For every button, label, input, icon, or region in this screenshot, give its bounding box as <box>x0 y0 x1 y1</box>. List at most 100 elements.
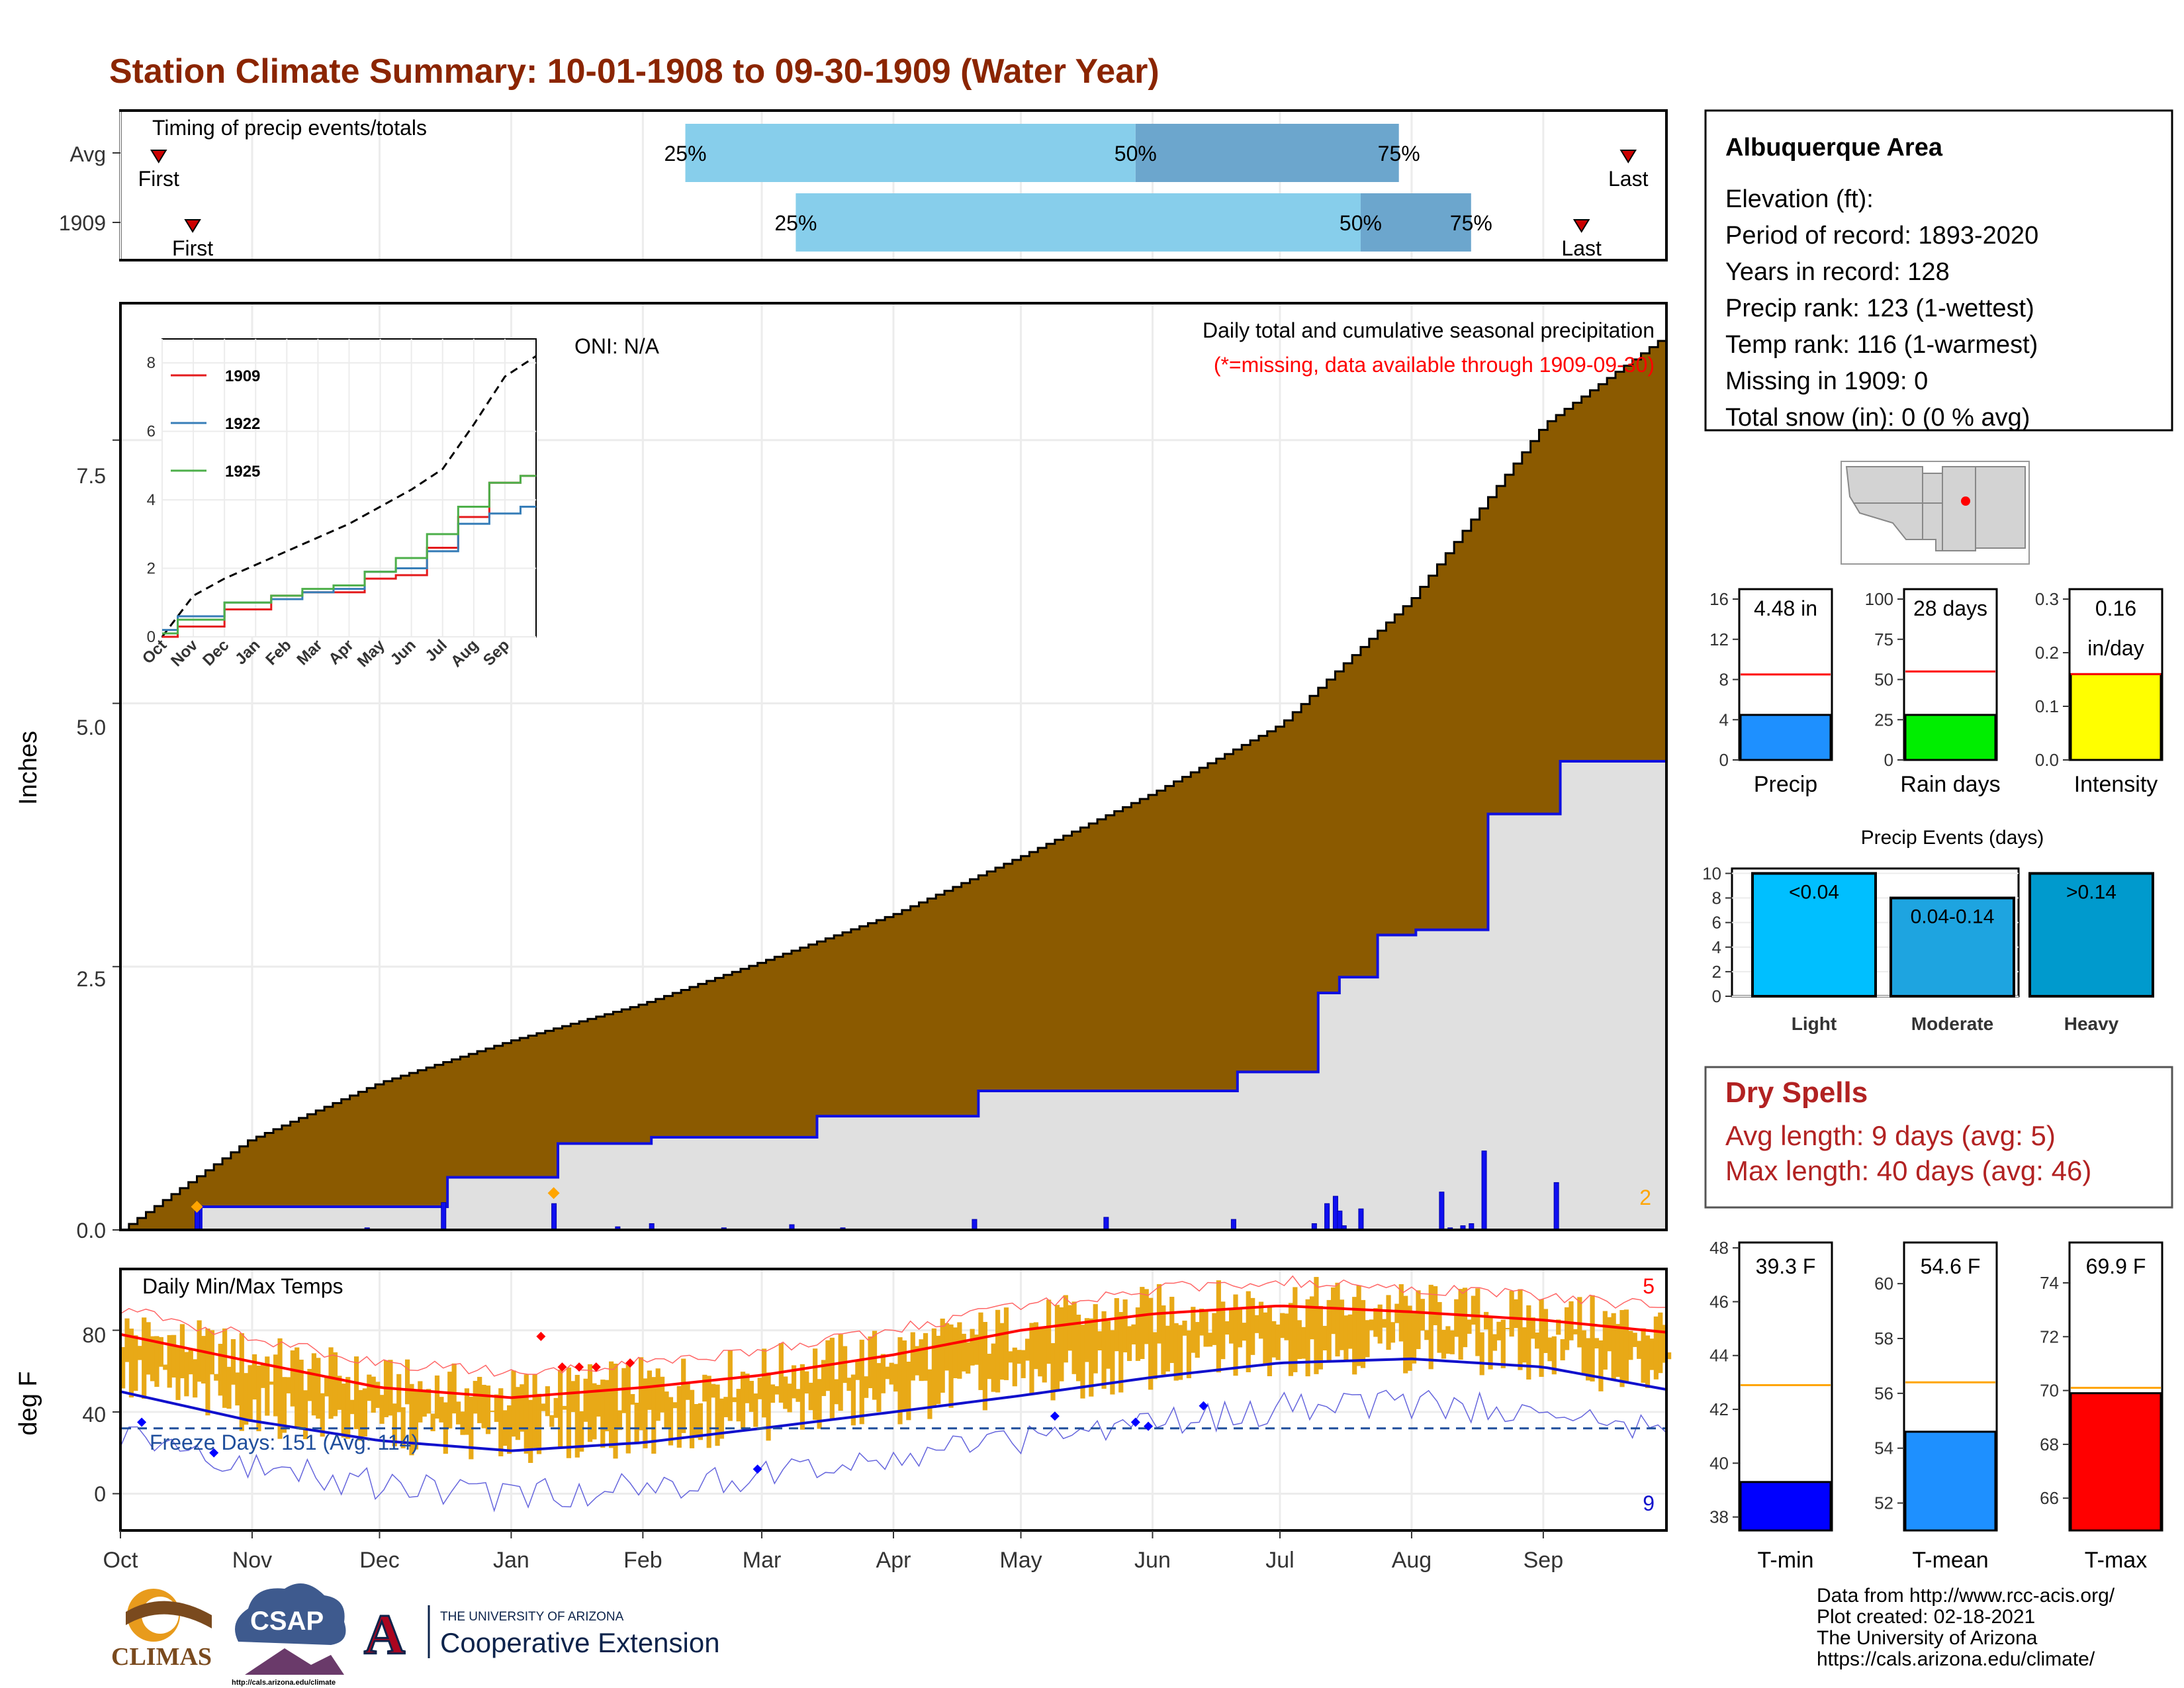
ua-cooperative-extension-logo[interactable]: A THE UNIVERSITY OF ARIZONA Cooperative … <box>361 1602 720 1667</box>
footer-line-1: Plot created: 02-18-2021 <box>1817 1606 2035 1628</box>
daily-temp-range-bar <box>859 1339 864 1425</box>
daily-temp-range-bar <box>702 1374 707 1402</box>
daily-temp-range-bar <box>1611 1313 1616 1380</box>
dry-spells-title: Dry Spells <box>1725 1076 1868 1109</box>
daily-temp-range-bar <box>609 1361 614 1448</box>
daily-temp-range-bar <box>566 1367 572 1458</box>
daily-temp-range-bar <box>1637 1340 1642 1359</box>
precip-bar <box>1739 714 1832 761</box>
daily-precip-bar <box>1481 1150 1487 1231</box>
daily-temp-range-bar <box>676 1385 682 1448</box>
daily-temp-range-bar <box>1623 1309 1629 1382</box>
daily-temp-range-bar <box>1632 1333 1637 1347</box>
daily-temp-range-bar <box>1530 1317 1535 1339</box>
daily-temp-range-bar <box>604 1380 610 1432</box>
temp-ytick-40: 40 <box>82 1403 106 1427</box>
daily-temp-range-bar <box>281 1377 287 1433</box>
daily-temp-range-bar <box>770 1384 776 1403</box>
daily-temp-range-bar <box>1195 1322 1200 1358</box>
daily-temp-range-bar <box>1513 1299 1519 1329</box>
daily-temp-range-bar <box>1649 1338 1655 1370</box>
daily-temp-range-bar <box>923 1333 929 1381</box>
temp-ytick-0: 0 <box>94 1482 106 1506</box>
daily-temp-range-bar <box>957 1322 962 1379</box>
daily-precip-bar <box>1324 1203 1330 1231</box>
daily-temp-range-bar <box>1054 1305 1060 1390</box>
daily-temp-range-bar <box>485 1385 491 1434</box>
chart-title: Station Climate Summary: 10-01-1908 to 0… <box>109 52 1160 91</box>
daily-temp-range-bar <box>239 1333 244 1431</box>
daily-temp-range-bar <box>269 1382 274 1385</box>
daily-temp-range-bar <box>719 1398 725 1439</box>
csap-logo[interactable]: CSAP http://cals.arizona.edu/climate <box>232 1583 346 1687</box>
info-line-period: Period of record: 1893-2020 <box>1725 222 2038 250</box>
month-label-sep: Sep <box>1524 1548 1564 1573</box>
daily-temp-range-bar <box>358 1389 363 1441</box>
timing-1909-last-label: Last <box>1561 236 1602 260</box>
daily-temp-range-bar <box>1479 1332 1484 1376</box>
t-min-ytick-2: 42 <box>1709 1399 1729 1419</box>
daily-temp-range-bar <box>536 1393 542 1454</box>
month-label-nov: Nov <box>232 1548 272 1573</box>
climas-logo[interactable]: CLIMAS <box>111 1589 212 1671</box>
info-line-temp-rank: Temp rank: 116 (1-warmest) <box>1725 331 2038 359</box>
daily-temp-range-bar <box>855 1361 860 1380</box>
daily-temp-range-bar <box>1220 1301 1226 1360</box>
daily-temp-range-bar <box>931 1328 936 1408</box>
daily-temp-range-bar <box>167 1335 172 1388</box>
rain-days-ytick-0: 0 <box>1884 750 1893 770</box>
daily-temp-range-bar <box>1314 1277 1319 1374</box>
daily-temp-range-bar <box>1071 1301 1077 1374</box>
daily-temp-range-bar <box>1161 1305 1166 1375</box>
dry-spells-max: Max length: 40 days (avg: 46) <box>1725 1155 2091 1186</box>
daily-temp-range-bar <box>1543 1309 1549 1353</box>
daily-temp-range-bar <box>570 1381 576 1413</box>
daily-temp-range-bar <box>906 1362 911 1421</box>
daily-temp-range-bar <box>1653 1316 1659 1380</box>
t-max-ytick-3: 72 <box>2040 1327 2059 1346</box>
timing-bar-avg-50-75 <box>1135 124 1399 182</box>
ua-small-text: THE UNIVERSITY OF ARIZONA <box>440 1610 624 1624</box>
daily-temp-range-bar <box>940 1318 945 1393</box>
rain-days-ytick-2: 50 <box>1874 670 1893 690</box>
daily-temp-range-bar <box>1539 1299 1544 1377</box>
daily-temp-range-bar <box>226 1366 232 1409</box>
daily-temp-range-bar <box>520 1384 525 1432</box>
daily-temp-range-bar <box>1658 1312 1663 1374</box>
daily-temp-range-bar <box>1318 1305 1323 1370</box>
info-line-years: Years in record: 128 <box>1725 258 1950 286</box>
daily-temp-range-bar <box>1114 1298 1119 1352</box>
precip-label: Precip <box>1754 772 1817 797</box>
daily-temp-range-bar <box>532 1374 537 1448</box>
daily-temp-range-bar <box>392 1403 397 1446</box>
timing-avg-p25-label: 25% <box>664 142 707 165</box>
daily-precip-bar <box>1553 1182 1559 1231</box>
daily-temp-range-bar <box>379 1395 385 1424</box>
daily-temp-range-bar <box>1390 1322 1396 1343</box>
daily-temp-range-bar <box>796 1389 801 1402</box>
daily-temp-range-bar <box>273 1354 279 1417</box>
inset-ytick-0: 0 <box>147 628 156 646</box>
daily-temp-range-bar <box>430 1413 435 1432</box>
daily-temp-range-bar <box>1467 1319 1472 1334</box>
daily-temp-range-bar <box>1105 1321 1111 1369</box>
daily-temp-range-bar <box>689 1389 695 1448</box>
intensity-ytick-1: 0.1 <box>2035 696 2059 716</box>
daily-temp-range-bar <box>944 1323 950 1371</box>
daily-temp-range-bar <box>1433 1286 1438 1325</box>
timing-bar-avg-25-50 <box>685 124 1136 182</box>
daily-temp-range-bar <box>643 1378 648 1448</box>
daily-temp-range-bar <box>876 1363 882 1413</box>
ua-a-icon: A <box>364 1603 405 1666</box>
inset-ytick-3: 6 <box>147 423 156 441</box>
dry-spells-box: Dry Spells Avg length: 9 days (avg: 5) M… <box>1704 1066 2173 1209</box>
daily-temp-range-bar <box>158 1336 163 1367</box>
csap-cloud-icon <box>235 1583 346 1645</box>
daily-temp-range-bar <box>1097 1331 1103 1351</box>
events-label-heavy: Heavy <box>2064 1013 2119 1034</box>
daily-temp-range-bar <box>302 1390 308 1440</box>
inset-avg-line <box>161 355 537 637</box>
daily-temp-range-bar <box>1619 1310 1625 1387</box>
t-min-ytick-4: 46 <box>1709 1291 1729 1311</box>
t-mean-ytick-3: 58 <box>1874 1329 1893 1348</box>
